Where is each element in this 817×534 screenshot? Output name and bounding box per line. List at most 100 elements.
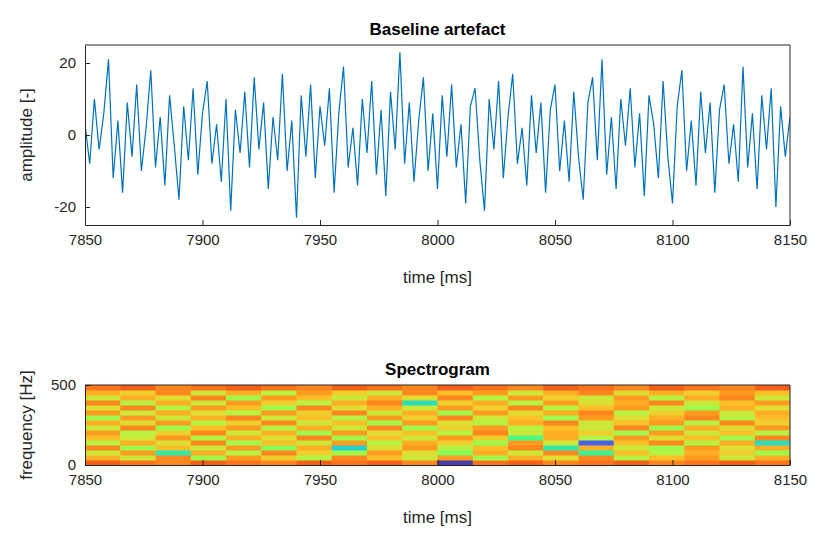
spectrogram-cell — [85, 445, 121, 451]
spectrogram-cell — [191, 395, 227, 401]
spectrogram-cell — [261, 420, 297, 426]
tick-label: 500 — [51, 376, 76, 393]
spectrogram-cell — [85, 390, 121, 396]
spectrogram-cell — [755, 435, 790, 441]
spectrogram-cell — [614, 395, 650, 401]
spectrogram-cell — [755, 455, 790, 461]
spectrogram-cell — [332, 405, 368, 411]
spectrogram-cell — [438, 440, 474, 446]
spectrogram-cell — [438, 445, 474, 451]
spectrogram-cell — [543, 420, 579, 426]
spectrogram-cell — [367, 440, 403, 446]
spectrogram-cell — [156, 460, 192, 465]
spectrogram-cell — [755, 405, 790, 411]
spectrogram-cell — [261, 400, 297, 406]
spectrogram-cell — [684, 395, 720, 401]
spectrogram-cell — [120, 420, 156, 426]
chart-title: Baseline artefact — [369, 20, 505, 39]
spectrogram-cell — [85, 415, 121, 421]
spectrogram-cell — [85, 435, 121, 441]
spectrogram-cell — [755, 420, 790, 426]
tick-mark — [85, 207, 90, 208]
tick-mark — [320, 220, 321, 225]
spectrogram-cell — [120, 390, 156, 396]
spectrogram-cell — [649, 410, 685, 416]
spectrogram-cell — [261, 395, 297, 401]
spectrogram-cell — [367, 385, 403, 391]
spectrogram-cell — [614, 385, 650, 391]
spectrogram-cell — [473, 410, 509, 416]
spectrogram-cell — [438, 405, 474, 411]
spectrogram-cell — [402, 390, 438, 396]
spectrogram-cell — [297, 395, 333, 401]
spectrogram-cell — [438, 450, 474, 456]
spectrogram-cell — [684, 460, 720, 465]
spectrogram-cell — [614, 435, 650, 441]
spectrogram-cell — [332, 445, 368, 451]
spectrogram-cell — [226, 405, 262, 411]
spectrogram-cell — [614, 425, 650, 431]
spectrogram-cell — [649, 420, 685, 426]
spectrogram-cell — [261, 460, 297, 465]
spectrogram-cell — [156, 400, 192, 406]
spectrogram-cell — [755, 445, 790, 451]
spectrogram-cell — [120, 430, 156, 436]
spectrogram-cell — [579, 385, 615, 391]
spectrogram-cell — [156, 430, 192, 436]
spectrogram-cell — [120, 450, 156, 456]
spectrogram-cell — [120, 425, 156, 431]
spectrogram-cell — [508, 415, 544, 421]
spectrogram-cell — [720, 415, 756, 421]
spectrogram-cell — [191, 460, 227, 465]
spectrogram-cell — [226, 460, 262, 465]
spectrogram-cell — [473, 405, 509, 411]
spectrogram-cell — [579, 440, 615, 446]
tick-label: 0 — [68, 126, 76, 143]
spectrogram-cell — [120, 395, 156, 401]
spectrogram-cell — [649, 405, 685, 411]
spectrogram-cell — [120, 445, 156, 451]
tick: 8050 — [539, 220, 572, 248]
spectrogram-cell — [85, 440, 121, 446]
spectrogram-cell — [755, 415, 790, 421]
spectrogram-cell — [720, 425, 756, 431]
spectrogram-cell — [332, 390, 368, 396]
panel: 7850790079508000805081008150-20020Baseli… — [17, 20, 807, 287]
spectrogram-cell — [226, 410, 262, 416]
spectrogram-cell — [156, 420, 192, 426]
spectrogram-cell — [120, 400, 156, 406]
tick-label: 20 — [59, 54, 76, 71]
spectrogram-cell — [226, 450, 262, 456]
spectrogram-cell — [438, 395, 474, 401]
spectrogram-cell — [508, 405, 544, 411]
tick-mark — [790, 220, 791, 225]
spectrogram-cell — [402, 460, 438, 465]
spectrogram-cell — [297, 425, 333, 431]
spectrogram-cell — [156, 385, 192, 391]
spectrogram-cell — [120, 440, 156, 446]
spectrogram-cell — [649, 440, 685, 446]
spectrogram-cell — [543, 435, 579, 441]
spectrogram-cell — [614, 455, 650, 461]
spectrogram-cell — [402, 400, 438, 406]
spectrogram-cell — [473, 440, 509, 446]
spectrogram-cell — [261, 450, 297, 456]
spectrogram-cell — [120, 460, 156, 465]
tick-label: 8100 — [656, 471, 689, 488]
spectrogram-cell — [508, 455, 544, 461]
spectrogram-cell — [614, 430, 650, 436]
tick: 7900 — [186, 220, 219, 248]
tick-label: 7950 — [304, 231, 337, 248]
figure: 7850790079508000805081008150-20020Baseli… — [0, 0, 817, 534]
spectrogram-cell — [85, 420, 121, 426]
spectrogram-cell — [684, 385, 720, 391]
spectrogram-cell — [684, 450, 720, 456]
spectrogram-cell — [297, 405, 333, 411]
spectrogram-cell — [579, 455, 615, 461]
spectrogram-cell — [261, 425, 297, 431]
spectrogram-cell — [85, 455, 121, 461]
spectrogram-cell — [720, 385, 756, 391]
tick-label: 8100 — [656, 231, 689, 248]
plot-background — [85, 385, 790, 465]
spectrogram-cell — [226, 425, 262, 431]
